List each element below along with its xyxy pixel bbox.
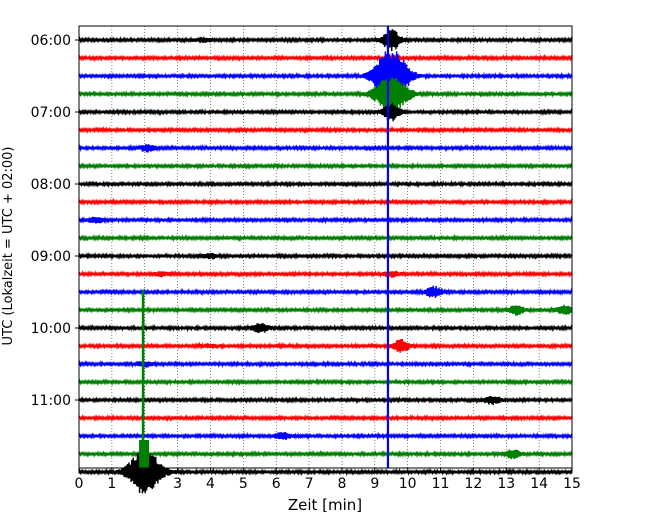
seismogram-trace [78,251,573,261]
seismogram-trace [78,197,573,207]
x-tick-label: 6 [272,476,281,492]
seismogram-trace [78,269,573,279]
x-tick-label: 9 [370,476,379,492]
seismogram-trace [78,29,573,52]
plot-frame [78,25,573,469]
x-tick-label: 1 [107,476,116,492]
x-tick-label: 12 [464,476,482,492]
seismogram-local-event-burst [139,440,150,468]
x-tick-label: 10 [399,476,417,492]
seismogram-trace [78,323,573,334]
seismogram-traces [78,26,573,494]
x-tick-label: 8 [337,476,346,492]
y-tick-label: 08:00 [31,177,71,193]
seismogram-trace [78,377,573,387]
y-tick-label: 11:00 [31,393,71,409]
seismogram-trace [78,77,573,112]
seismogram-trace [78,449,573,460]
y-tick-label: 10:00 [31,321,71,337]
seismogram-trace [78,359,573,369]
x-tick-label: 3 [173,476,182,492]
x-tick-label: 5 [239,476,248,492]
y-tick-label: 07:00 [31,105,71,121]
x-tick-label: 15 [563,476,581,492]
x-axis-label: Zeit [min] [288,496,362,514]
x-tick-label: 7 [305,476,314,492]
seismogram-trace [78,304,573,316]
seismogram-trace [78,215,573,225]
x-tick-label: 4 [206,476,215,492]
seismogram-trace [78,125,573,135]
seismogram-trace [78,233,573,243]
y-tick-label: 09:00 [31,249,71,265]
x-tick-label: 2 [140,476,149,492]
seismogram-trace [78,395,573,406]
seismogram-trace [78,179,573,189]
y-axis-label: UTC (Lokalzeit = UTC + 02:00) [1,147,16,346]
seismogram-trace [78,413,573,423]
seismogram-trace [78,161,573,171]
axes: 0 1 2 3 4 5 6 7 8 9 10 11 12 13 14 1506:0007:0008:0009:… [31,25,581,492]
seismogram-trace [78,431,573,441]
x-tick-label: 13 [497,476,515,492]
seismogram-trace [78,50,573,103]
seismogram-trace [78,102,573,122]
seismogram-trace [78,143,573,153]
seismogram-trace [78,285,573,298]
y-tick-label: 06:00 [31,33,71,49]
seismogram-trace [78,338,573,353]
seismogram-trace [78,449,573,494]
x-tick-label: 14 [530,476,548,492]
seismogram-trace [78,53,573,63]
x-tick-label: 11 [432,476,450,492]
x-tick-label: 0 [75,476,84,492]
